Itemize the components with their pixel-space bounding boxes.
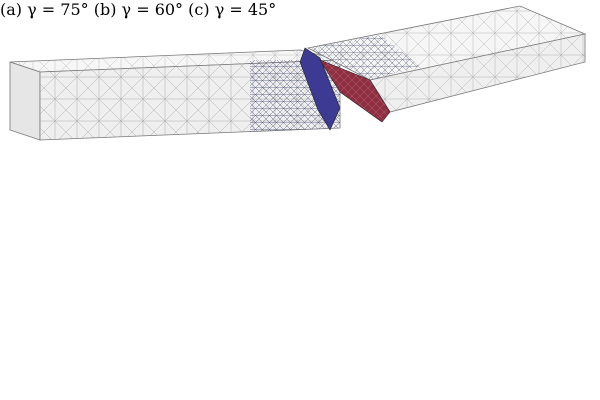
panel-a-equation: γ = 75° [27, 0, 89, 19]
panel-b-label: (b) [93, 0, 117, 19]
panel-a-left-slab [9, 49, 341, 141]
panel-b-equation: γ = 60° [121, 0, 184, 19]
panel-c-label: (c) [188, 0, 210, 19]
panel-c-caption: (c) γ = 45° [188, 0, 276, 19]
panel-a-mesh [9, 5, 587, 141]
panel-a-caption: (a) γ = 75° [0, 0, 94, 19]
panel-c-equation: γ = 45° [214, 0, 277, 19]
panel-a-right-slab [306, 5, 587, 113]
panel-a-crack [299, 47, 391, 131]
panel-b-caption: (b) γ = 60° [94, 0, 188, 19]
panel-a-label: (a) [0, 0, 23, 19]
